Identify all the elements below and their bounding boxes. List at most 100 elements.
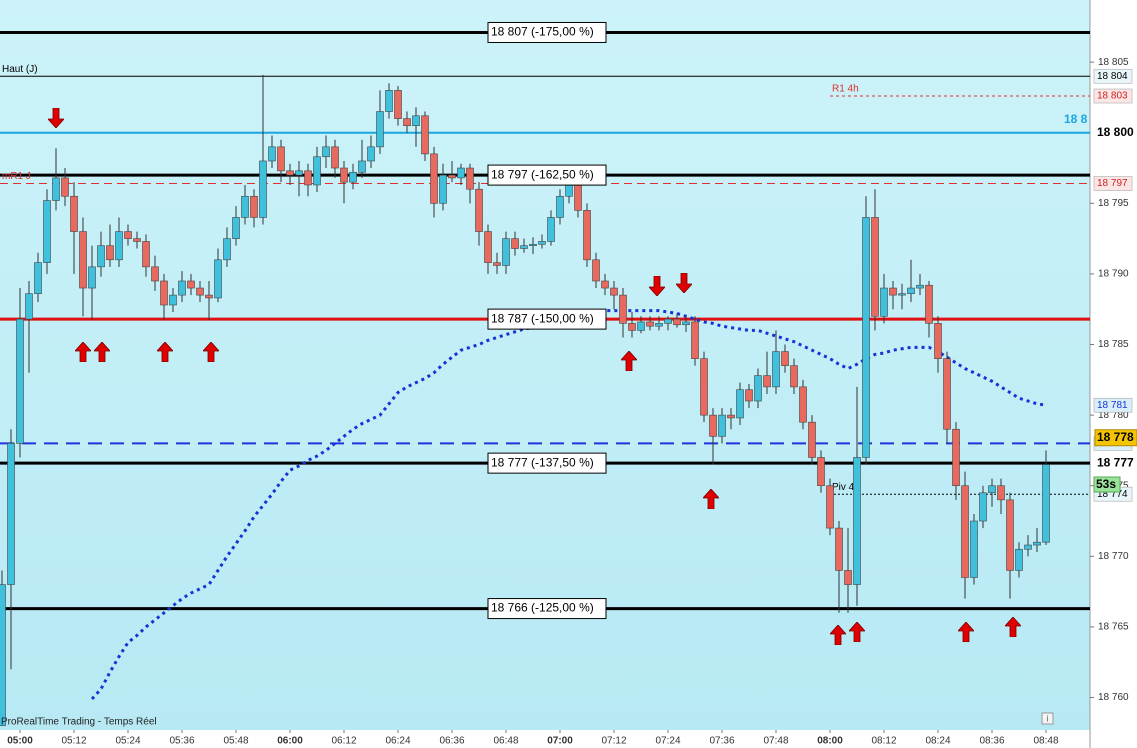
candle-body <box>988 485 996 494</box>
price-tag-bg <box>1093 68 1133 84</box>
last-price: 18 778 <box>1097 430 1134 444</box>
x-tick-label: 06:48 <box>493 736 518 747</box>
candle-body <box>25 293 33 320</box>
candle-body <box>628 323 636 331</box>
candle-body <box>1006 499 1014 571</box>
candle-body <box>763 375 771 388</box>
level-name: mR1 J <box>2 171 31 182</box>
candle-body <box>664 318 672 324</box>
candle-body <box>52 177 60 201</box>
candle-body <box>736 389 744 419</box>
x-tick-label: 05:48 <box>223 736 248 747</box>
plot-background <box>0 0 1090 730</box>
candle-body <box>970 520 978 578</box>
x-tick-label: 06:00 <box>277 736 303 747</box>
candle-body <box>511 238 519 249</box>
y-tick-label: 18 765 <box>1098 622 1129 633</box>
candle-body <box>709 414 717 437</box>
x-tick-label: 05:36 <box>169 736 194 747</box>
last-price-bg <box>1094 429 1137 447</box>
price-tag: 18 774 <box>1097 489 1128 500</box>
candle-body <box>592 259 600 282</box>
info-button[interactable] <box>1041 712 1054 725</box>
candle-body <box>961 485 969 578</box>
candle-body <box>241 195 249 218</box>
candle-body <box>322 146 330 158</box>
candle-body <box>493 262 501 266</box>
x-tick-label: 07:36 <box>709 736 734 747</box>
candle-body <box>646 321 654 327</box>
ma-tag-bg <box>1093 397 1133 413</box>
candle-body <box>772 351 780 388</box>
price-tag-bg <box>1093 88 1133 104</box>
candle-body <box>0 584 6 727</box>
candle-body <box>349 171 357 183</box>
x-tick-label: 08:24 <box>925 736 950 747</box>
candle-body <box>583 210 591 261</box>
x-tick-label: 07:00 <box>547 736 573 747</box>
candle-body <box>781 351 789 367</box>
ma-tag: 18 781 <box>1097 400 1128 411</box>
candle-body <box>403 118 411 126</box>
candle-body <box>799 386 807 423</box>
candle-body <box>844 570 852 585</box>
candle-body <box>385 90 393 112</box>
candle-body <box>376 111 384 148</box>
x-tick-label: 08:48 <box>1033 736 1058 747</box>
price-tag-bg <box>1093 124 1137 141</box>
candle-body <box>250 195 258 218</box>
level-box <box>487 21 607 43</box>
candle-body <box>574 181 582 211</box>
info-icon[interactable]: i <box>1047 713 1049 723</box>
level-right-label: 18 8 <box>1064 112 1088 126</box>
candle-body <box>412 115 420 126</box>
candle-body <box>259 160 267 218</box>
level-name: Haut (J) <box>2 64 38 75</box>
candle-body <box>160 280 168 306</box>
y-tick-label: 18 760 <box>1098 692 1129 703</box>
candle-body <box>34 262 42 294</box>
candle-body <box>808 421 816 458</box>
candle-body <box>457 167 465 179</box>
candle-body <box>340 167 348 183</box>
candle-body <box>304 170 312 186</box>
candle-body <box>205 294 213 299</box>
candle-body <box>835 527 843 571</box>
price-tag: 18 804 <box>1097 71 1128 82</box>
candle-body <box>268 146 276 162</box>
level-name: R1 4h <box>832 84 859 95</box>
candle-body <box>358 160 366 173</box>
candle-body <box>97 245 105 268</box>
candle-body <box>313 156 321 186</box>
candle-body <box>718 414 726 437</box>
x-tick-label: 06:36 <box>439 736 464 747</box>
candle-body <box>898 293 906 296</box>
candle-body <box>547 217 555 242</box>
candle-body <box>277 146 285 172</box>
y-tick-label: 18 790 <box>1098 269 1129 280</box>
candle-body <box>637 321 645 331</box>
candle-body <box>106 245 114 261</box>
level-box-label: 18 766 (-125,00 %) <box>491 601 594 615</box>
countdown: 53s <box>1096 477 1116 491</box>
level-box <box>487 164 607 186</box>
candle-body <box>754 375 762 402</box>
candle-body <box>520 245 528 249</box>
y-tick-label: 18 785 <box>1098 339 1129 350</box>
level-box <box>487 308 607 330</box>
price-tag-bg <box>1093 176 1133 191</box>
candle-body <box>556 195 564 218</box>
candle-body <box>538 241 546 245</box>
candle-body <box>142 241 150 268</box>
candle-body <box>997 485 1005 501</box>
candle-body <box>196 287 204 296</box>
candle-body <box>673 318 681 326</box>
price-tag: 18 803 <box>1097 91 1128 102</box>
candle-body <box>394 90 402 119</box>
candle-body <box>727 414 735 419</box>
candle-body <box>88 266 96 289</box>
candle-body <box>502 238 510 266</box>
candle-body <box>853 457 861 585</box>
